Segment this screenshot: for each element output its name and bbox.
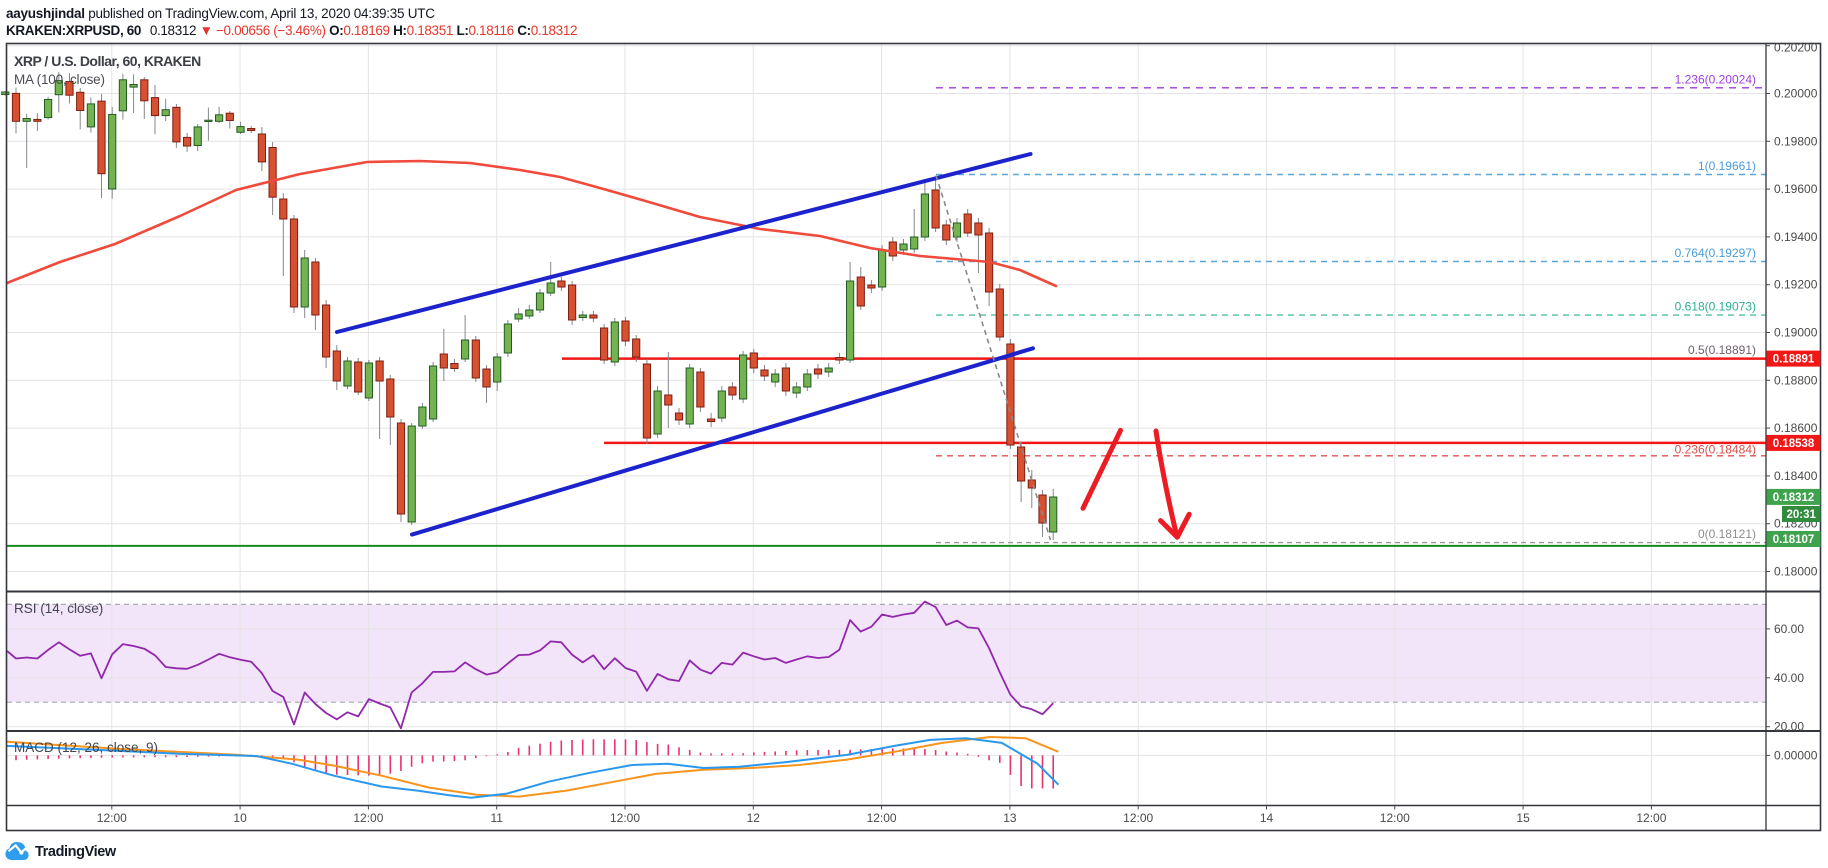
svg-text:0.19000: 0.19000 xyxy=(1774,326,1818,340)
svg-text:0.20200: 0.20200 xyxy=(1774,41,1818,55)
svg-text:0.18400: 0.18400 xyxy=(1774,469,1818,483)
svg-text:0.18600: 0.18600 xyxy=(1774,421,1818,435)
svg-text:0.20000: 0.20000 xyxy=(1774,87,1818,101)
svg-text:0.18107: 0.18107 xyxy=(1773,534,1815,546)
svg-text:12:00: 12:00 xyxy=(353,811,383,825)
svg-text:13: 13 xyxy=(1003,811,1017,825)
svg-text:0.18800: 0.18800 xyxy=(1774,373,1818,387)
svg-text:20.00: 20.00 xyxy=(1774,720,1804,734)
svg-text:MACD (12, 26, close, 9): MACD (12, 26, close, 9) xyxy=(14,740,158,755)
svg-text:XRP / U.S. Dollar, 60, KRAKEN: XRP / U.S. Dollar, 60, KRAKEN xyxy=(14,53,201,69)
svg-text:12:00: 12:00 xyxy=(97,811,127,825)
svg-text:10: 10 xyxy=(233,811,247,825)
svg-text:0.618(0.19073): 0.618(0.19073) xyxy=(1675,300,1756,314)
svg-text:12:00: 12:00 xyxy=(610,811,640,825)
svg-text:0.19800: 0.19800 xyxy=(1774,134,1818,148)
svg-text:0.5(0.18891): 0.5(0.18891) xyxy=(1688,343,1756,357)
svg-text:15: 15 xyxy=(1516,811,1530,825)
svg-text:0.18312: 0.18312 xyxy=(1773,492,1815,504)
svg-text:1(0.19661): 1(0.19661) xyxy=(1698,159,1756,173)
svg-text:20:31: 20:31 xyxy=(1786,509,1816,521)
svg-text:0.764(0.19297): 0.764(0.19297) xyxy=(1675,246,1756,260)
svg-text:60.00: 60.00 xyxy=(1774,622,1804,636)
svg-text:12:00: 12:00 xyxy=(1380,811,1410,825)
svg-text:MA (100, close): MA (100, close) xyxy=(14,72,105,87)
svg-text:12:00: 12:00 xyxy=(867,811,897,825)
svg-text:1.236(0.20024): 1.236(0.20024) xyxy=(1675,72,1756,86)
svg-text:KRAKEN:XRPUSD, 60 0.18312 ▼ −: KRAKEN:XRPUSD, 60 0.18312 ▼ −0.00656 (−3… xyxy=(6,23,577,38)
svg-text:0.18538: 0.18538 xyxy=(1773,438,1815,450)
svg-text:aayushjindal published on Trad: aayushjindal published on TradingView.co… xyxy=(6,6,435,21)
svg-text:0(0.18121): 0(0.18121) xyxy=(1698,527,1756,541)
svg-text:RSI (14, close): RSI (14, close) xyxy=(14,601,103,616)
svg-text:0.19400: 0.19400 xyxy=(1774,230,1818,244)
svg-text:11: 11 xyxy=(490,811,503,825)
svg-text:12:00: 12:00 xyxy=(1636,811,1666,825)
svg-text:0.18000: 0.18000 xyxy=(1774,565,1818,579)
svg-text:0.00000: 0.00000 xyxy=(1774,748,1818,762)
svg-text:0.19600: 0.19600 xyxy=(1774,182,1818,196)
svg-text:14: 14 xyxy=(1260,811,1274,825)
svg-text:0.19200: 0.19200 xyxy=(1774,278,1818,292)
svg-text:0.236(0.18484): 0.236(0.18484) xyxy=(1675,442,1756,456)
svg-text:40.00: 40.00 xyxy=(1774,671,1804,685)
svg-text:0.18891: 0.18891 xyxy=(1773,354,1815,366)
svg-text:12:00: 12:00 xyxy=(1123,811,1153,825)
svg-text:TradingView: TradingView xyxy=(35,844,117,860)
svg-text:12: 12 xyxy=(747,811,761,825)
